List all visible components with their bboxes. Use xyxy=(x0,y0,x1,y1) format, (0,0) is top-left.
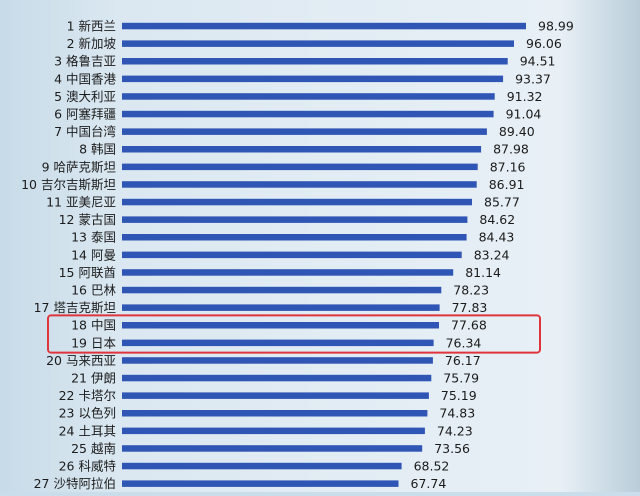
value-label-15: 81.14 xyxy=(465,265,501,280)
bars-group xyxy=(122,22,526,487)
value-label-3: 94.51 xyxy=(520,54,556,69)
category-label-9: 9 哈萨克斯坦 xyxy=(42,159,116,174)
category-label-13: 13 泰国 xyxy=(71,230,116,245)
value-label-18: 77.68 xyxy=(451,318,487,333)
bar-26 xyxy=(122,462,402,470)
value-label-21: 75.79 xyxy=(443,371,479,386)
value-label-20: 76.17 xyxy=(445,353,481,368)
value-label-11: 85.77 xyxy=(484,195,520,210)
bar-13 xyxy=(122,234,467,241)
value-label-23: 74.83 xyxy=(439,406,475,421)
bar-24 xyxy=(122,427,425,435)
bar-1 xyxy=(122,22,526,30)
highlight-group xyxy=(47,314,541,354)
bar-19 xyxy=(122,339,434,347)
bar-27 xyxy=(122,480,399,487)
category-label-2: 2 新加坡 xyxy=(67,36,117,51)
category-label-16: 16 巴林 xyxy=(71,283,116,298)
category-label-23: 23 以色列 xyxy=(59,406,116,421)
category-label-22: 22 卡塔尔 xyxy=(59,388,116,403)
category-label-25: 25 越南 xyxy=(71,441,116,456)
value-label-8: 87.98 xyxy=(493,142,529,157)
category-label-12: 12 蒙古国 xyxy=(59,212,116,227)
bar-16 xyxy=(122,286,442,294)
value-label-1: 98.99 xyxy=(538,19,574,34)
value-label-24: 74.23 xyxy=(437,423,473,438)
category-label-19: 19 日本 xyxy=(71,335,116,350)
value-label-12: 84.62 xyxy=(479,212,515,227)
value-labels-group: 98.99 96.06 94.51 93.37 91.32 91.04 89.40 87.98… xyxy=(411,19,574,492)
highlight-box xyxy=(47,314,541,354)
value-label-6: 91.04 xyxy=(506,107,542,122)
value-label-2: 96.06 xyxy=(526,36,562,51)
bar-4 xyxy=(122,75,504,83)
category-label-24: 24 土耳其 xyxy=(59,423,116,438)
bar-2 xyxy=(122,40,514,47)
bar-22 xyxy=(122,392,429,399)
category-label-8: 8 韩国 xyxy=(79,142,116,157)
category-labels-group: 1 新西兰 2 新加坡 3 格鲁吉亚 4 中国香港 5 澳大利亚 6 阿塞拜疆 7 中国台湾… xyxy=(21,19,116,492)
value-label-19: 76.34 xyxy=(446,335,482,350)
category-label-10: 10 吉尔吉斯斯坦 xyxy=(21,177,116,192)
category-label-20: 20 马来西亚 xyxy=(46,353,116,368)
bar-18 xyxy=(122,322,439,329)
bar-7 xyxy=(122,128,487,135)
bar-6 xyxy=(122,110,494,118)
value-label-16: 78.23 xyxy=(453,283,489,298)
category-label-7: 7 中国台湾 xyxy=(54,124,116,139)
category-label-26: 26 科威特 xyxy=(59,459,116,474)
bar-15 xyxy=(122,269,454,276)
value-label-27: 67.74 xyxy=(411,476,447,491)
value-label-10: 86.91 xyxy=(489,177,525,192)
bar-10 xyxy=(122,181,477,188)
value-label-13: 84.43 xyxy=(479,230,515,245)
category-label-4: 4 中国香港 xyxy=(54,71,116,86)
bar-5 xyxy=(122,93,495,100)
bar-12 xyxy=(122,216,468,223)
category-label-21: 21 伊朗 xyxy=(71,371,116,386)
bar-3 xyxy=(122,58,508,65)
bar-23 xyxy=(122,410,428,417)
bar-21 xyxy=(122,374,432,382)
value-label-25: 73.56 xyxy=(434,441,470,456)
value-label-26: 68.52 xyxy=(414,459,450,474)
bar-17 xyxy=(122,304,440,311)
category-label-15: 15 阿联酋 xyxy=(59,265,116,280)
category-label-5: 5 澳大利亚 xyxy=(54,89,116,104)
category-label-27: 27 沙特阿拉伯 xyxy=(34,476,116,491)
value-label-7: 89.40 xyxy=(499,124,535,139)
value-label-5: 91.32 xyxy=(507,89,543,104)
value-label-9: 87.16 xyxy=(490,159,526,174)
bar-20 xyxy=(122,357,433,364)
bar-11 xyxy=(122,198,472,206)
bar-25 xyxy=(122,445,423,452)
category-label-3: 3 格鲁吉亚 xyxy=(54,54,116,69)
value-label-17: 77.83 xyxy=(452,300,488,315)
bar-14 xyxy=(122,251,462,259)
value-label-22: 75.19 xyxy=(441,388,477,403)
category-label-11: 11 亚美尼亚 xyxy=(46,195,116,210)
value-label-14: 83.24 xyxy=(474,247,510,262)
category-label-17: 17 塔吉克斯坦 xyxy=(34,300,116,315)
bar-8 xyxy=(122,146,482,153)
value-label-4: 93.37 xyxy=(515,71,551,86)
category-label-14: 14 阿曼 xyxy=(71,247,116,262)
bar-9 xyxy=(122,163,478,171)
category-label-18: 18 中国 xyxy=(71,318,116,333)
category-label-6: 6 阿塞拜疆 xyxy=(54,107,116,122)
category-label-1: 1 新西兰 xyxy=(67,19,116,34)
